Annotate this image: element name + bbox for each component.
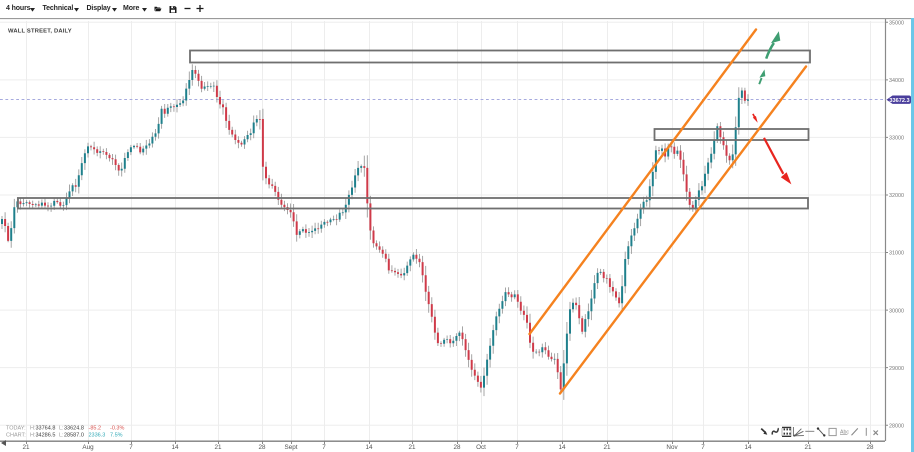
svg-text:H:: H: — [30, 426, 36, 432]
svg-text:34286.5: 34286.5 — [36, 433, 56, 439]
svg-text:33672.3: 33672.3 — [889, 98, 909, 104]
svg-text:35000: 35000 — [889, 21, 904, 27]
svg-text:2336.3: 2336.3 — [89, 433, 106, 439]
svg-text:30000: 30000 — [889, 308, 904, 314]
svg-text:32000: 32000 — [889, 193, 904, 199]
svg-text:Abc: Abc — [840, 429, 849, 435]
svg-text:21: 21 — [214, 444, 222, 451]
svg-text:7: 7 — [322, 444, 326, 451]
svg-text:14: 14 — [171, 444, 179, 451]
svg-text:CHART:: CHART: — [6, 433, 26, 439]
svg-text:28000: 28000 — [889, 423, 904, 429]
svg-text:-0.3%: -0.3% — [110, 426, 124, 432]
svg-text:WALL STREET, DAILY: WALL STREET, DAILY — [8, 29, 72, 35]
svg-text:L:: L: — [59, 433, 64, 439]
svg-text:14: 14 — [744, 444, 752, 451]
svg-text:7: 7 — [129, 444, 133, 451]
svg-text:29000: 29000 — [889, 366, 904, 372]
svg-text:34000: 34000 — [889, 78, 904, 84]
svg-text:7.5%: 7.5% — [110, 433, 123, 439]
svg-text:7: 7 — [701, 444, 705, 451]
svg-text:28: 28 — [258, 444, 266, 451]
svg-text:-85.2: -85.2 — [89, 426, 102, 432]
svg-text:14: 14 — [365, 444, 373, 451]
svg-text:Nov: Nov — [666, 444, 678, 451]
svg-text:33000: 33000 — [889, 136, 904, 142]
svg-text:TODAY:: TODAY: — [6, 426, 26, 432]
svg-text:H:: H: — [30, 433, 36, 439]
svg-text:28: 28 — [453, 444, 461, 451]
svg-text:21: 21 — [804, 444, 812, 451]
svg-text:14: 14 — [558, 444, 566, 451]
svg-text:21: 21 — [22, 444, 30, 451]
svg-text:33764.8: 33764.8 — [36, 426, 56, 432]
svg-text:28587.0: 28587.0 — [64, 433, 84, 439]
svg-text:31000: 31000 — [889, 251, 904, 257]
svg-text:33624.8: 33624.8 — [64, 426, 84, 432]
svg-text:21: 21 — [603, 444, 611, 451]
svg-text:28: 28 — [866, 444, 874, 451]
svg-text:Sept: Sept — [285, 444, 298, 451]
svg-text:L:: L: — [59, 426, 64, 432]
svg-text:7: 7 — [515, 444, 519, 451]
svg-text:Aug: Aug — [82, 444, 94, 451]
svg-text:Oct: Oct — [476, 444, 486, 451]
svg-text:21: 21 — [408, 444, 416, 451]
